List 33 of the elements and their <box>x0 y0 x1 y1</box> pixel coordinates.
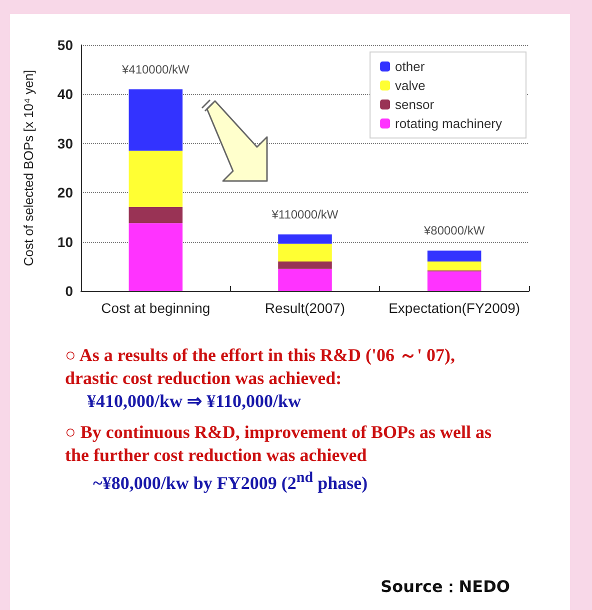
bar <box>128 206 183 224</box>
bar <box>427 271 482 291</box>
y-tick-label: 0 <box>65 283 74 299</box>
y-tick-label: 20 <box>57 184 74 201</box>
bar <box>278 244 332 262</box>
y-tick-label: 40 <box>57 86 74 102</box>
bar <box>427 250 482 262</box>
y-tick-label: 30 <box>57 135 74 152</box>
legend-label: valve <box>395 78 426 93</box>
legend-label: rotating machinery <box>395 116 502 131</box>
source-note: Source：NEDO <box>380 577 510 598</box>
legend-label: other <box>395 59 426 74</box>
bar <box>278 268 332 291</box>
y-tick-label: 50 <box>57 37 74 53</box>
text: ¥410,000/kw ⇒ ¥110,000/kw <box>87 390 302 413</box>
annotation: ¥80000/kW <box>422 224 486 238</box>
bar <box>278 261 332 269</box>
bar <box>427 261 482 270</box>
x-tick-label: Cost at beginning <box>101 300 210 316</box>
bar <box>128 89 183 151</box>
text: ~¥80,000/kw by FY2009 (2$^{nd}$ phase) <box>93 469 369 495</box>
x-tick-label: Result(2007) <box>264 300 346 316</box>
bar <box>128 223 183 291</box>
bar <box>278 234 332 244</box>
text: ○ By continuous R&D, improvement of BOPs as well as the further cost reduction was achieved <box>65 421 493 467</box>
text: ○ As a results of the effort in this R&D ('06 ～' 07), drastic cost reduction was achieved: <box>65 344 456 390</box>
annotation: ¥110000/kW <box>270 207 339 222</box>
bar <box>128 150 183 207</box>
annotation: ¥410000/kW <box>120 62 190 76</box>
x-tick-label: Expectation(FY2009) <box>388 300 520 316</box>
y-axis-title: Cost of selected BOPs [x 10⁴ yen] <box>21 70 36 266</box>
y-tick-label: 10 <box>57 234 74 250</box>
legend-label: sensor <box>395 97 435 112</box>
